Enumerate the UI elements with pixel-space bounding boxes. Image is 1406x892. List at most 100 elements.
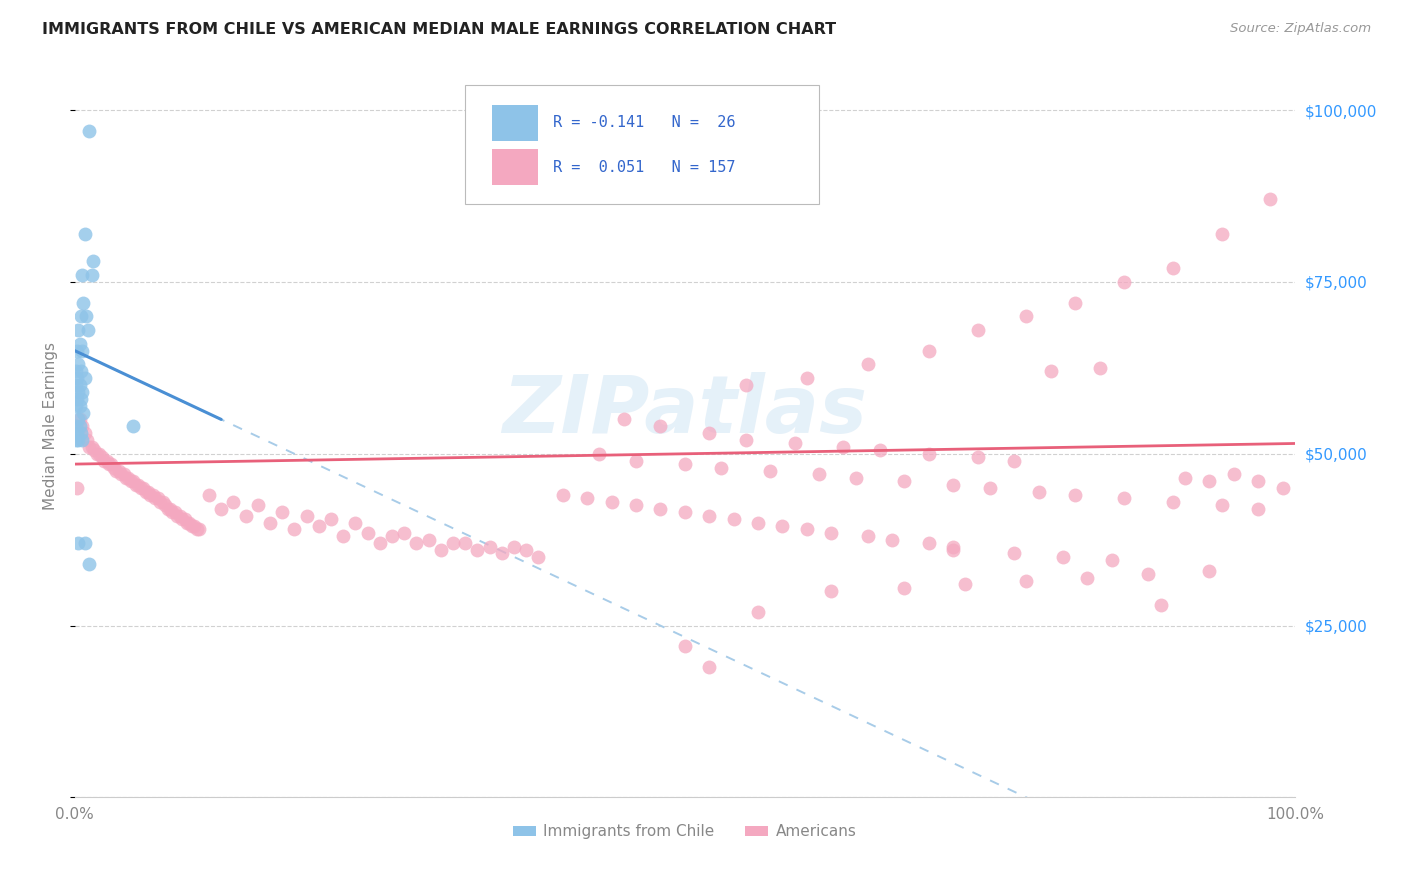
Point	[70, 268, 93, 282]
Point	[73, 536, 96, 550]
Point	[79, 440, 101, 454]
Point	[146, 491, 169, 506]
Point	[188, 522, 211, 536]
Point	[163, 505, 186, 519]
Point	[69, 336, 91, 351]
Point	[356, 525, 378, 540]
Point	[1028, 484, 1050, 499]
Point	[139, 488, 162, 502]
Point	[723, 512, 745, 526]
Point	[820, 525, 842, 540]
Point	[856, 358, 879, 372]
Point	[65, 399, 87, 413]
Point	[100, 457, 122, 471]
Point	[235, 508, 257, 523]
Point	[283, 522, 305, 536]
Point	[209, 501, 232, 516]
Point	[86, 447, 108, 461]
FancyBboxPatch shape	[492, 105, 538, 141]
Point	[624, 499, 647, 513]
Point	[1198, 475, 1220, 489]
Point	[79, 124, 101, 138]
Point	[1247, 475, 1270, 489]
Point	[1002, 546, 1025, 560]
Point	[1015, 574, 1038, 588]
Point	[67, 358, 90, 372]
Point	[70, 433, 93, 447]
Point	[162, 505, 184, 519]
Text: R = -0.141   N =  26: R = -0.141 N = 26	[553, 115, 735, 130]
Point	[169, 508, 191, 523]
Point	[697, 660, 720, 674]
Point	[198, 488, 221, 502]
Text: Source: ZipAtlas.com: Source: ZipAtlas.com	[1230, 22, 1371, 36]
Point	[1088, 360, 1111, 375]
Point	[69, 412, 91, 426]
Point	[70, 419, 93, 434]
Point	[179, 516, 201, 530]
Point	[73, 227, 96, 241]
Point	[135, 484, 157, 499]
Point	[942, 543, 965, 558]
Point	[97, 457, 120, 471]
Point	[418, 533, 440, 547]
Point	[70, 384, 93, 399]
Point	[381, 529, 404, 543]
Point	[918, 447, 941, 461]
Point	[783, 436, 806, 450]
Point	[77, 323, 100, 337]
Point	[120, 475, 142, 489]
Point	[80, 440, 103, 454]
Point	[588, 447, 610, 461]
Point	[1161, 261, 1184, 276]
Point	[67, 433, 90, 447]
Point	[89, 447, 111, 461]
Point	[125, 477, 148, 491]
Point	[832, 440, 855, 454]
Point	[173, 512, 195, 526]
Point	[503, 540, 526, 554]
Legend: Immigrants from Chile, Americans: Immigrants from Chile, Americans	[506, 818, 863, 846]
Point	[467, 543, 489, 558]
Point	[673, 457, 696, 471]
Point	[979, 481, 1001, 495]
Point	[918, 536, 941, 550]
Point	[172, 512, 194, 526]
Point	[70, 426, 93, 441]
Point	[820, 584, 842, 599]
Text: ZIPatlas: ZIPatlas	[502, 373, 868, 450]
Point	[65, 364, 87, 378]
Point	[136, 484, 159, 499]
Point	[845, 471, 868, 485]
Point	[82, 254, 104, 268]
Point	[1198, 564, 1220, 578]
Point	[1002, 453, 1025, 467]
Point	[918, 343, 941, 358]
Point	[70, 364, 93, 378]
Point	[1211, 499, 1233, 513]
Text: R =  0.051   N = 157: R = 0.051 N = 157	[553, 160, 735, 175]
Point	[70, 310, 93, 324]
Point	[80, 268, 103, 282]
Point	[966, 450, 988, 465]
Point	[246, 499, 269, 513]
Point	[107, 464, 129, 478]
Point	[770, 519, 793, 533]
Point	[1039, 364, 1062, 378]
Point	[152, 495, 174, 509]
Point	[893, 581, 915, 595]
Point	[697, 426, 720, 441]
Point	[344, 516, 367, 530]
Point	[734, 378, 756, 392]
Point	[405, 536, 427, 550]
Point	[93, 453, 115, 467]
Point	[69, 399, 91, 413]
Point	[122, 419, 145, 434]
Point	[69, 378, 91, 392]
Point	[143, 491, 166, 506]
Point	[527, 549, 550, 564]
Point	[1161, 495, 1184, 509]
Point	[186, 522, 208, 536]
Point	[1223, 467, 1246, 482]
Point	[1112, 275, 1135, 289]
